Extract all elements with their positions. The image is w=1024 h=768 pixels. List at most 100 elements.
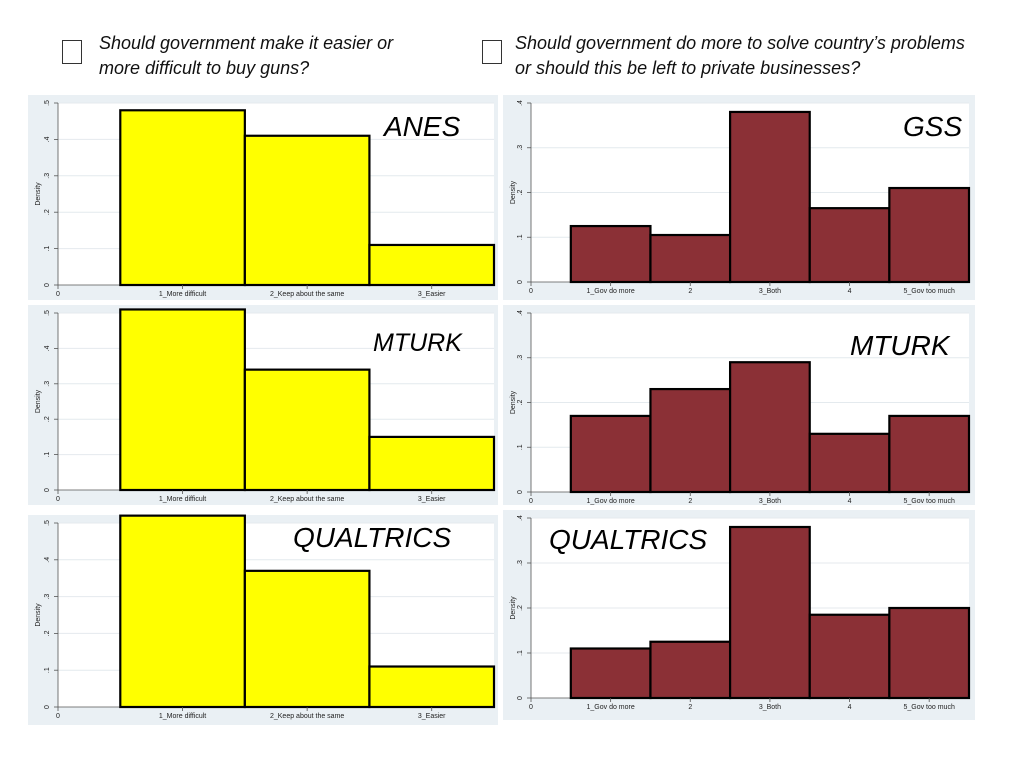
x-tick-label: 4 bbox=[848, 704, 852, 711]
bar bbox=[569, 414, 652, 494]
y-tick-label: .3 bbox=[517, 145, 524, 151]
chart-title-qualtrics-government: QUALTRICS bbox=[549, 524, 708, 555]
x-tick-label: 0 bbox=[56, 713, 60, 720]
bar bbox=[728, 525, 811, 700]
x-tick-label: 5_Gov too much bbox=[903, 498, 954, 505]
y-tick-label: 0 bbox=[44, 283, 51, 287]
chart-panel-mturk-government: 0 .1 .2 .3 .4 Density 0 1_Gov do more 2 3_Both 4 5_… bbox=[503, 305, 975, 505]
bar bbox=[728, 361, 811, 494]
y-tick-label: .3 bbox=[517, 560, 524, 566]
bar bbox=[808, 432, 891, 494]
y-tick-label: .2 bbox=[517, 399, 524, 405]
y-tick-label: .2 bbox=[44, 209, 51, 215]
bar bbox=[119, 109, 246, 287]
y-tick-label: .4 bbox=[44, 136, 51, 142]
bar bbox=[888, 414, 971, 494]
y-tick-label: .1 bbox=[517, 234, 524, 240]
bar bbox=[808, 207, 891, 284]
y-tick-label: .1 bbox=[44, 452, 51, 458]
bar bbox=[728, 110, 811, 284]
bar bbox=[888, 606, 971, 700]
y-tick-label: 0 bbox=[517, 280, 524, 284]
x-tick-label: 2_Keep about the same bbox=[270, 713, 344, 720]
chart-svg-qualtrics-guns: 0 .1 .2 .3 .4 .5 Density 0 1_More difficult 2_Kee… bbox=[35, 514, 496, 720]
y-tick-label: .3 bbox=[44, 173, 51, 179]
y-tick-label: .3 bbox=[517, 355, 524, 361]
x-tick-label: 3_Both bbox=[759, 704, 781, 711]
x-tick-label: 1_Gov do more bbox=[587, 288, 635, 295]
chart-panel-qualtrics-government: 0 .1 .2 .3 .4 Density 0 1_Gov do more 2 3_Both 4 5_… bbox=[503, 510, 975, 720]
y-axis-label: Density bbox=[35, 603, 42, 627]
bar bbox=[649, 387, 732, 494]
x-tick-label: 2_Keep about the same bbox=[270, 291, 344, 298]
y-tick-label: .4 bbox=[44, 345, 51, 351]
chart-svg-mturk-government: 0 .1 .2 .3 .4 Density 0 1_Gov do more 2 3_Both 4 5_… bbox=[510, 310, 971, 505]
y-tick-label: 0 bbox=[517, 490, 524, 494]
bar bbox=[368, 665, 496, 709]
bar bbox=[368, 435, 496, 492]
bar bbox=[569, 224, 652, 284]
y-axis-label: Density bbox=[510, 596, 517, 620]
bar bbox=[119, 308, 246, 492]
chart-panel-anes: 0 .1 .2 .3 .4 .5 Density 0 1_More difficult 2_Kee… bbox=[28, 95, 498, 300]
x-tick-label: 0 bbox=[529, 498, 533, 505]
chart-svg-gss: 0 .1 .2 .3 .4 Density 0 1_Gov do more 2 3_Both 4 5_… bbox=[510, 100, 971, 295]
bar bbox=[888, 186, 971, 284]
y-tick-label: .2 bbox=[517, 189, 524, 195]
y-tick-label: .2 bbox=[44, 416, 51, 422]
x-tick-label: 1_Gov do more bbox=[587, 704, 635, 711]
bar bbox=[368, 243, 496, 287]
bar bbox=[569, 647, 652, 700]
y-tick-label: .5 bbox=[44, 100, 51, 106]
chart-svg-qualtrics-government: 0 .1 .2 .3 .4 Density 0 1_Gov do more 2 3_Both 4 5_… bbox=[510, 515, 971, 711]
y-axis-label: Density bbox=[510, 390, 517, 414]
y-tick-label: .5 bbox=[44, 520, 51, 526]
x-tick-label: 5_Gov too much bbox=[903, 704, 954, 711]
legend-swatch-government bbox=[482, 40, 502, 64]
bar bbox=[243, 569, 371, 709]
y-tick-label: .4 bbox=[517, 100, 524, 106]
bar bbox=[243, 134, 371, 287]
y-axis-label: Density bbox=[35, 389, 42, 413]
legend-swatch-guns bbox=[62, 40, 82, 64]
y-tick-label: 0 bbox=[517, 696, 524, 700]
x-tick-label: 4 bbox=[848, 288, 852, 295]
chart-title-mturk-government: MTURK bbox=[850, 330, 950, 361]
y-tick-label: .1 bbox=[44, 667, 51, 673]
y-tick-label: .1 bbox=[517, 444, 524, 450]
chart-panel-mturk-guns: 0 .1 .2 .3 .4 .5 Density 0 1_More difficult 2_Kee… bbox=[28, 305, 498, 505]
bar bbox=[119, 514, 246, 709]
x-tick-label: 5_Gov too much bbox=[903, 288, 954, 295]
x-tick-label: 0 bbox=[529, 704, 533, 711]
bar bbox=[808, 613, 891, 700]
y-tick-label: 0 bbox=[44, 488, 51, 492]
x-tick-label: 3_Easier bbox=[418, 291, 446, 298]
x-tick-label: 0 bbox=[529, 288, 533, 295]
x-tick-label: 2 bbox=[688, 288, 692, 295]
x-tick-label: 3_Both bbox=[759, 288, 781, 295]
x-tick-label: 3_Easier bbox=[418, 713, 446, 720]
x-tick-label: 1_More difficult bbox=[159, 713, 206, 720]
x-tick-label: 0 bbox=[56, 496, 60, 503]
x-tick-label: 3_Easier bbox=[418, 496, 446, 503]
bar bbox=[649, 233, 732, 284]
y-tick-label: .5 bbox=[44, 310, 51, 316]
legend-text-government: Should government do more to solve count… bbox=[515, 33, 965, 78]
x-tick-label: 4 bbox=[848, 498, 852, 505]
legend-text-guns: Should government make it easier or more… bbox=[99, 33, 394, 78]
y-axis-label: Density bbox=[510, 180, 517, 204]
x-tick-label: 1_More difficult bbox=[159, 291, 206, 298]
y-tick-label: 0 bbox=[44, 705, 51, 709]
x-tick-label: 2 bbox=[688, 498, 692, 505]
y-tick-label: .4 bbox=[517, 515, 524, 521]
chart-svg-anes: 0 .1 .2 .3 .4 .5 Density 0 1_More difficult 2_Kee… bbox=[35, 100, 496, 298]
bar bbox=[649, 640, 732, 700]
chart-title-gss: GSS bbox=[903, 111, 963, 142]
y-tick-label: .1 bbox=[44, 246, 51, 252]
chart-panel-qualtrics-guns: 0 .1 .2 .3 .4 .5 Density 0 1_More difficult 2_Kee… bbox=[28, 514, 498, 725]
y-tick-label: .2 bbox=[44, 630, 51, 636]
chart-svg-mturk-guns: 0 .1 .2 .3 .4 .5 Density 0 1_More difficult 2_Kee… bbox=[35, 308, 496, 503]
y-tick-label: .2 bbox=[517, 605, 524, 611]
x-tick-label: 3_Both bbox=[759, 498, 781, 505]
x-tick-label: 1_More difficult bbox=[159, 496, 206, 503]
